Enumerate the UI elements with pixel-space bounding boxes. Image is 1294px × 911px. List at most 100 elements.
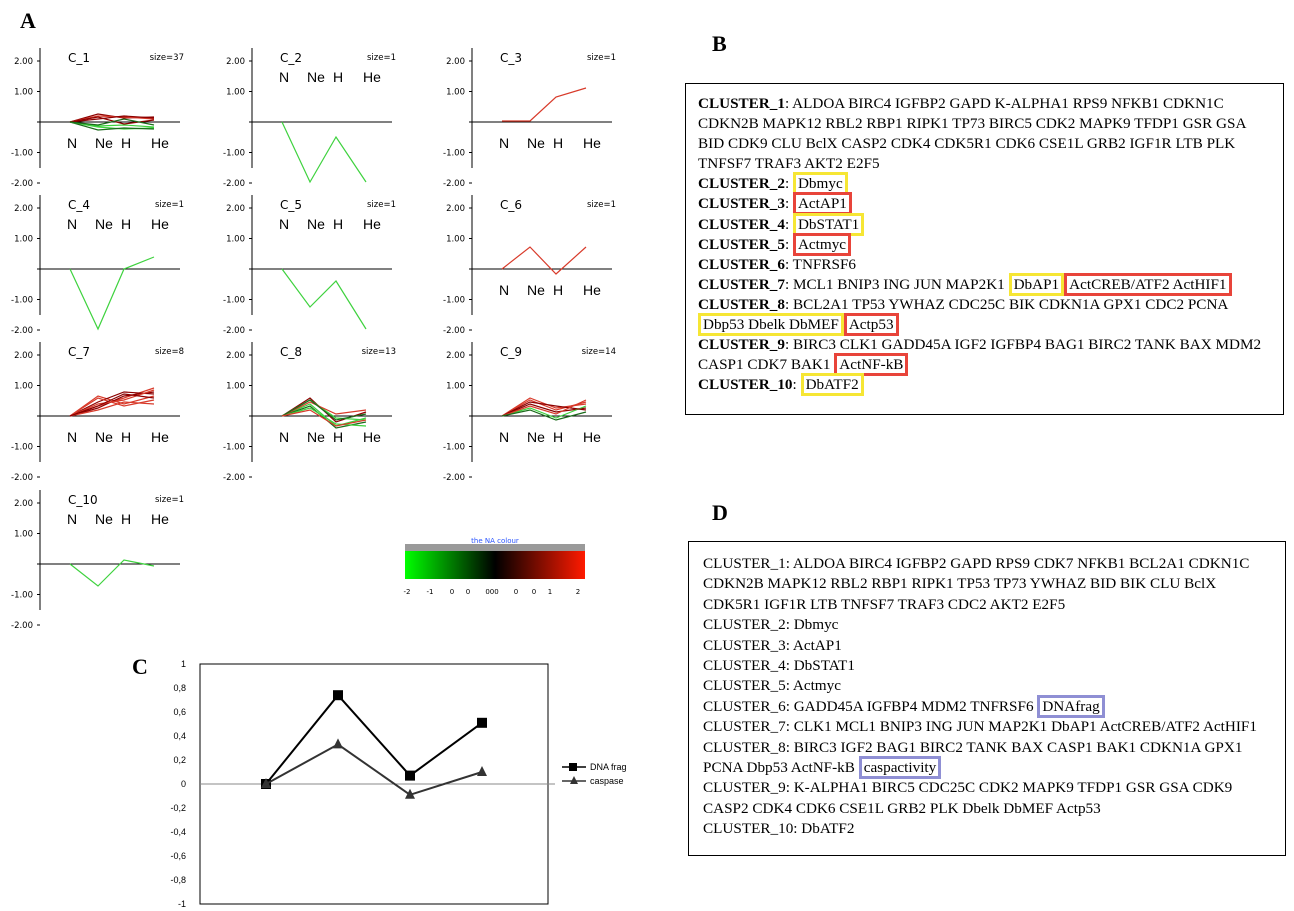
cluster-plot-x-label: H xyxy=(333,216,343,232)
cluster-profile-line xyxy=(281,401,367,417)
cluster-plot-x-label: He xyxy=(151,429,169,445)
cluster-plot-x-label: H xyxy=(333,429,343,445)
cluster-plot-x-label: N xyxy=(499,429,509,445)
b-cluster-10-highlight: DbATF2 xyxy=(800,373,864,397)
chart-y-tick: -0,6 xyxy=(170,851,186,861)
color-key-na-bar xyxy=(405,544,585,551)
cluster-plot-name: C_9 xyxy=(500,345,522,359)
cluster-profile-line xyxy=(501,246,587,275)
d-cluster-6: CLUSTER_6: GADD45A IGFBP4 MDM2 TNFRSF6 D… xyxy=(703,694,1275,718)
d-cluster-8-highlight: caspactivity xyxy=(858,756,942,780)
chart-y-tick: 0,2 xyxy=(173,755,186,765)
b-cluster-8-highlight-red: Actp53 xyxy=(843,313,899,337)
cluster-plot: 2.00 1.00 -1.00 -2.00 C_4 size=1 N Ne H He xyxy=(11,195,184,336)
cluster-profile-line xyxy=(69,115,155,123)
b-cluster-4: CLUSTER_4: DbSTAT1 xyxy=(698,212,1273,236)
cluster-plot-y-tick: -2.00 xyxy=(443,179,465,189)
cluster-profile-line xyxy=(281,399,367,421)
b-cluster-7-highlight-red: ActCREB/ATF2 ActHIF1 xyxy=(1064,272,1232,296)
cluster-plot: 2.00 1.00 -1.00 -2.00 C_2 size=1 N Ne H He xyxy=(223,48,396,189)
cluster-plot-y-tick: -2.00 xyxy=(443,473,465,483)
color-key-title: the NA colour xyxy=(471,537,519,545)
cluster-plot-x-label: N xyxy=(67,511,77,527)
cluster-plot-x-label: Ne xyxy=(307,429,325,445)
cluster-plot-x-label: H xyxy=(121,429,131,445)
cluster-plot-y-tick: -1.00 xyxy=(223,296,245,306)
d-cluster-5: CLUSTER_5: Actmyc xyxy=(703,677,841,695)
b-cluster-8-label: CLUSTER_8 xyxy=(698,295,785,313)
cluster-plot: 2.00 1.00 -1.00 -2.00 C_6 size=1 N Ne H He xyxy=(443,195,616,336)
color-key-tick: 2 xyxy=(576,588,580,596)
cluster-profile-line xyxy=(69,121,155,131)
b-cluster-3: CLUSTER_3: ActAP1 xyxy=(698,192,1273,216)
cluster-plot-y-tick: -1.00 xyxy=(11,591,33,601)
d-cluster-1: CLUSTER_1: ALDOA BIRC4 IGFBP2 GAPD RPS9 … xyxy=(703,555,1250,613)
cluster-plot-x-label: N xyxy=(279,429,289,445)
b-cluster-3-highlight: ActAP1 xyxy=(792,192,852,216)
cluster-plot-y-tick: 2.00 xyxy=(14,351,33,361)
cluster-plot-y-tick: 2.00 xyxy=(226,351,245,361)
d-cluster-9: CLUSTER_9: K-ALPHA1 BIRC5 CDC25C CDK2 MA… xyxy=(703,779,1233,817)
cluster-plot-y-tick: -2.00 xyxy=(443,326,465,336)
cluster-plot-y-tick: 1.00 xyxy=(446,88,465,98)
legend-label: caspase xyxy=(590,776,624,786)
cluster-plot-size: size=1 xyxy=(587,53,616,63)
cluster-plot-x-label: H xyxy=(333,69,343,85)
cluster-plot-x-label: Ne xyxy=(95,216,113,232)
cluster-plot-x-label: Ne xyxy=(95,429,113,445)
cluster-profile-line xyxy=(69,256,155,331)
b-cluster-7-label: CLUSTER_7 xyxy=(698,275,785,293)
data-point-triangle xyxy=(477,766,487,776)
cluster-plot-y-tick: 1.00 xyxy=(446,382,465,392)
cluster-plot-x-label: Ne xyxy=(307,216,325,232)
cluster-profiles-panel: 2.00 1.00 -1.00 -2.00 C_1 size=37 N Ne H He 2.00 1.… xyxy=(11,48,616,631)
b-cluster-6-genes: : TNFRSF6 xyxy=(784,255,856,273)
cluster-profile-line xyxy=(69,391,155,417)
b-cluster-4-label: CLUSTER_4 xyxy=(698,215,785,233)
b-cluster-1-genes: : ALDOA BIRC4 IGFBP2 GAPD K-ALPHA1 RPS9 … xyxy=(698,95,1246,173)
b-cluster-7-highlight-yellow: DbAP1 xyxy=(1008,272,1065,296)
cluster-plot-y-tick: 1.00 xyxy=(226,382,245,392)
panel-b-cluster-list: CLUSTER_1: ALDOA BIRC4 IGFBP2 GAPD K-ALP… xyxy=(685,83,1284,415)
chart-y-tick: -0,4 xyxy=(170,827,186,837)
cluster-plot: 2.00 1.00 -1.00 -2.00 C_5 size=1 N Ne H He xyxy=(223,195,396,336)
cluster-plot-size: size=14 xyxy=(582,347,616,357)
legend-triangle-marker xyxy=(570,776,578,784)
cluster-plot-y-tick: -1.00 xyxy=(443,443,465,453)
cluster-plot-y-tick: -2.00 xyxy=(223,326,245,336)
cluster-plot-y-tick: -1.00 xyxy=(223,443,245,453)
color-key-tick: 0 xyxy=(466,588,470,596)
d-cluster-6-highlight: DNAfrag xyxy=(1037,694,1105,718)
cluster-plot-size: size=1 xyxy=(367,200,396,210)
cluster-plot-x-label: N xyxy=(67,135,77,151)
color-key-tick: 000 xyxy=(485,588,498,596)
cluster-profile-line xyxy=(281,121,367,184)
d-cluster-4: CLUSTER_4: DbSTAT1 xyxy=(703,657,855,675)
chart-y-tick: 0,4 xyxy=(173,731,186,741)
cluster-plot-y-tick: 1.00 xyxy=(14,88,33,98)
cluster-plot: 2.00 1.00 -1.00 -2.00 C_8 size=13 N Ne H He xyxy=(223,342,396,483)
cluster-plot-y-tick: 2.00 xyxy=(446,351,465,361)
chart-y-tick: -1 xyxy=(178,899,186,909)
cluster-plot-size: size=1 xyxy=(155,495,184,505)
cluster-plot-name: C_7 xyxy=(68,345,90,359)
cluster-plot-x-label: H xyxy=(553,282,563,298)
d-cluster-7: CLUSTER_7: CLK1 MCL1 BNIP3 ING JUN MAP2K… xyxy=(703,718,1257,736)
color-key-tick: 0 xyxy=(450,588,454,596)
cluster-plot-x-label: H xyxy=(121,511,131,527)
cluster-plot-y-tick: 1.00 xyxy=(446,235,465,245)
legend-square-marker xyxy=(569,763,577,771)
cluster-plot-x-label: Ne xyxy=(95,511,113,527)
panel-d-cluster-list: CLUSTER_1: ALDOA BIRC4 IGFBP2 GAPD RPS9 … xyxy=(688,541,1286,856)
color-key-tick: 0 xyxy=(532,588,536,596)
cluster-profile-line xyxy=(502,87,587,122)
cluster-plot-y-tick: 1.00 xyxy=(226,88,245,98)
cluster-plot-x-label: He xyxy=(363,216,381,232)
cluster-plot-x-label: N xyxy=(67,216,77,232)
b-cluster-4-highlight: DbSTAT1 xyxy=(792,212,865,236)
cluster-plot-x-label: He xyxy=(583,135,601,151)
cluster-plot-size: size=1 xyxy=(367,53,396,63)
cluster-plot: 2.00 1.00 -1.00 -2.00 C_9 size=14 N Ne H He xyxy=(443,342,616,483)
cluster-plot-name: C_4 xyxy=(68,198,90,212)
cluster-plot-name: C_8 xyxy=(280,345,302,359)
